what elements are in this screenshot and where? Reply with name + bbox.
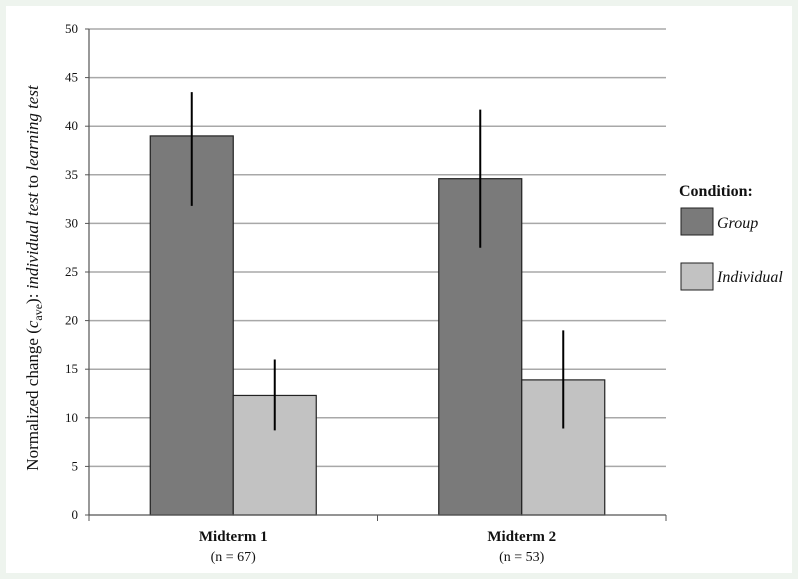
y-tick-label: 10 [65, 410, 78, 425]
axes [85, 28, 667, 521]
legend: Condition: Group Individual [679, 183, 783, 291]
error-bars [190, 92, 565, 431]
y-tick-label: 30 [65, 215, 78, 230]
y-tick-label: 5 [72, 458, 79, 473]
x-category-subtitle: (n = 67) [211, 550, 257, 565]
x-category-label: Midterm 1 [199, 529, 268, 545]
y-axis-label: Normalized change (cave): individual tes… [23, 84, 45, 471]
y-tick-label: 40 [65, 118, 78, 133]
y-tick-label: 0 [72, 507, 79, 522]
labels: 0 5 10 15 20 25 30 35 40 45 50 Midterm 1 (n = 67) Mid… [65, 21, 556, 565]
y-tick-label: 25 [65, 264, 78, 279]
bar-chart: 0 5 10 15 20 25 30 35 40 45 50 Midterm 1 (n = 67) Mid… [23, 21, 783, 565]
legend-swatch-individual [680, 262, 714, 291]
y-tick-label: 35 [65, 167, 78, 182]
legend-title: Condition: [679, 183, 753, 200]
chart-figure: 0 5 10 15 20 25 30 35 40 45 50 Midterm 1 (n = 67) Mid… [6, 6, 792, 573]
x-category-label: Midterm 2 [487, 529, 556, 545]
legend-label-individual: Individual [716, 269, 783, 286]
y-tick-label: 15 [65, 361, 78, 376]
bars [149, 135, 606, 516]
y-tick-label: 20 [65, 313, 78, 328]
y-tick-label: 45 [65, 70, 78, 85]
legend-label-group: Group [717, 215, 758, 232]
y-tick-label: 50 [65, 21, 78, 36]
legend-swatch-group [680, 207, 714, 236]
x-category-subtitle: (n = 53) [499, 550, 545, 565]
